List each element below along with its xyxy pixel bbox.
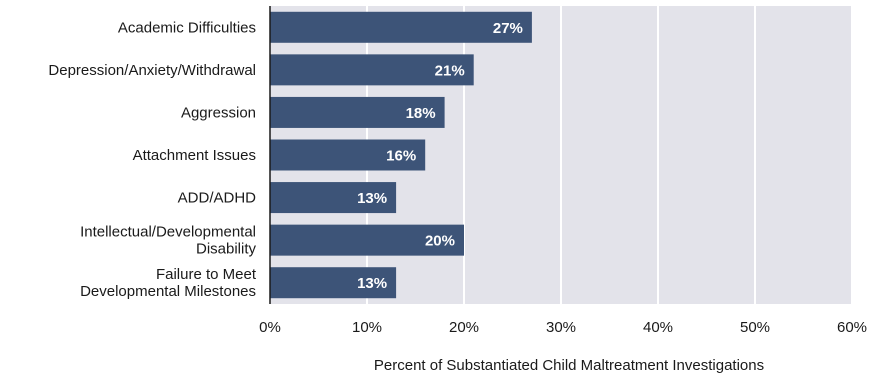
category-label: Failure to Meet Developmental Milestones [80,266,257,300]
data-label: 20% [425,233,455,250]
category-label: Intellectual/Developmental Disability [80,224,256,258]
category-label: Depression/Anxiety/Withdrawal [48,62,256,79]
data-label: 27% [493,20,523,37]
x-tick-labels: 0% 10% 20% 30% 40% 50% 60% [259,319,867,336]
x-tick-label: 30% [546,319,576,336]
bar [270,139,426,171]
category-label: Attachment Issues [133,147,256,164]
bars: 27% 21% 18% 16% 13% 20% 13% [270,11,532,299]
category-label: Aggression [181,104,256,121]
data-label: 13% [357,275,387,292]
bar [270,96,445,128]
x-axis-title: Percent of Substantiated Child Maltreatm… [374,357,764,374]
x-tick-label: 20% [449,319,479,336]
data-label: 13% [357,190,387,207]
x-tick-label: 10% [352,319,382,336]
bar [270,11,532,43]
data-label: 21% [435,62,465,79]
data-label: 18% [406,105,436,122]
data-label: 16% [386,148,416,165]
bar [270,182,397,214]
x-tick-label: 0% [259,319,281,336]
x-tick-label: 50% [740,319,770,336]
bar [270,224,464,256]
category-labels: Academic Difficulties Depression/Anxiety/… [48,19,256,300]
category-label: Academic Difficulties [118,19,256,36]
x-tick-label: 40% [643,319,673,336]
x-tick-label: 60% [837,319,867,336]
bar [270,267,397,299]
category-label: ADD/ADHD [178,190,257,207]
bar [270,54,474,86]
